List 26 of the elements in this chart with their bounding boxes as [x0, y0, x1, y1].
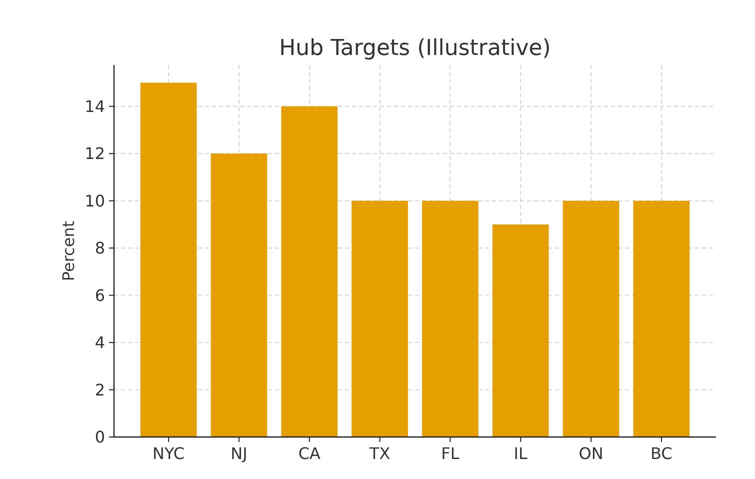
x-tick-label: ON [578, 444, 604, 463]
x-tick-label: TX [368, 444, 390, 463]
y-tick-label: 12 [84, 144, 105, 164]
x-tick-label: NYC [152, 444, 185, 463]
x-tick-label: IL [514, 444, 528, 463]
bar [210, 154, 268, 437]
x-tick-label: NJ [230, 444, 248, 463]
bar [140, 82, 197, 437]
bar [562, 200, 620, 437]
y-tick-label: 2 [94, 380, 105, 400]
y-tick-label: 6 [94, 286, 105, 305]
bar [492, 224, 549, 437]
y-tick-label: 10 [84, 191, 105, 210]
bar [422, 200, 478, 437]
y-axis-title: Percent [59, 220, 78, 282]
x-tick-label: CA [298, 444, 320, 463]
bar [281, 106, 338, 437]
x-tick-label: BC [650, 444, 672, 463]
chart-title: Hub Targets (Illustrative) [279, 36, 551, 61]
bar [352, 200, 408, 437]
y-tick-label: 4 [94, 333, 105, 352]
x-tick-label: FL [441, 444, 460, 463]
y-tick-label: 14 [84, 96, 105, 116]
bar [633, 200, 690, 437]
y-tick-label: 0 [94, 428, 105, 447]
y-tick-label: 8 [94, 238, 105, 258]
